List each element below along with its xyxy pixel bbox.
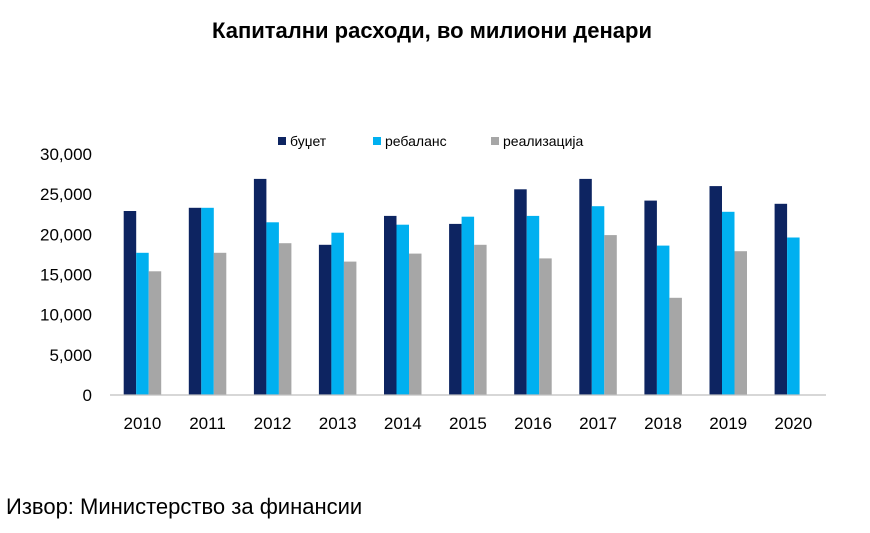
- bar-ребаланс-2011: [201, 207, 214, 395]
- bar-ребаланс-2014: [396, 224, 409, 395]
- y-tick-label: 20,000: [40, 225, 92, 244]
- x-tick-label: 2012: [254, 414, 292, 433]
- bar-ребаланс-2012: [266, 222, 279, 395]
- y-tick-label: 25,000: [40, 185, 92, 204]
- chart-title: Капитални расходи, во милиони денари: [212, 18, 652, 43]
- y-tick-label: 5,000: [49, 346, 92, 365]
- bars-group: [123, 178, 800, 395]
- bar-ребаланс-2013: [331, 232, 344, 395]
- bar-реализација-2015: [474, 244, 487, 395]
- x-tick-label: 2018: [644, 414, 682, 433]
- bar-буџет-2010: [123, 211, 137, 395]
- bar-ребаланс-2019: [722, 211, 735, 395]
- y-axis: 0 5,000 10,000 15,000 20,000 25,000 30,000: [40, 145, 92, 405]
- y-tick-label: 0: [83, 386, 92, 405]
- bar-реализација-2018: [669, 297, 682, 395]
- bar-буџет-2011: [188, 207, 202, 395]
- legend-swatch-реализација: [491, 137, 499, 145]
- legend-label: реализација: [503, 133, 584, 149]
- bar-реализација-2013: [343, 261, 357, 395]
- x-tick-label: 2015: [449, 414, 487, 433]
- bar-ребаланс-2016: [526, 215, 540, 395]
- y-tick-label: 30,000: [40, 145, 92, 164]
- x-tick-label: 2013: [319, 414, 357, 433]
- bar-реализација-2010: [148, 271, 162, 395]
- x-tick-label: 2020: [774, 414, 812, 433]
- bar-реализација-2011: [213, 252, 227, 395]
- x-tick-label: 2011: [189, 414, 226, 433]
- bar-буџет-2013: [318, 244, 332, 395]
- bar-реализација-2014: [409, 253, 422, 395]
- x-tick-label: 2014: [384, 414, 422, 433]
- bar-буџет-2018: [644, 200, 657, 395]
- chart-legend: буџет ребаланс реализација: [278, 133, 584, 149]
- legend-label: ребаланс: [385, 133, 447, 149]
- legend-swatch-ребаланс: [373, 137, 381, 145]
- x-tick-label: 2017: [579, 414, 617, 433]
- bar-ребаланс-2010: [136, 252, 149, 395]
- bar-буџет-2016: [514, 189, 527, 395]
- bar-буџет-2015: [449, 223, 462, 395]
- x-tick-label: 2010: [123, 414, 161, 433]
- bar-реализација-2012: [278, 243, 292, 395]
- bar-буџет-2017: [579, 178, 592, 395]
- bar-буџет-2014: [384, 215, 397, 395]
- bar-реализација-2016: [539, 258, 552, 395]
- bar-буџет-2012: [253, 178, 267, 395]
- legend-swatch-буџет: [278, 137, 286, 145]
- y-tick-label: 15,000: [40, 266, 92, 285]
- x-tick-label: 2016: [514, 414, 552, 433]
- bar-ребаланс-2020: [787, 237, 800, 395]
- bar-реализација-2019: [734, 251, 747, 395]
- bar-буџет-2020: [774, 203, 788, 395]
- x-axis: 2010 2011 2012 2013 2014 2015 2016 2017 2018 2019…: [123, 414, 812, 433]
- bar-ребаланс-2018: [656, 245, 670, 395]
- y-tick-label: 10,000: [40, 306, 92, 325]
- x-tick-label: 2019: [709, 414, 747, 433]
- source-note: Извор: Министерство за финансии: [6, 494, 363, 519]
- bar-реализација-2017: [604, 235, 617, 395]
- bar-ребаланс-2017: [591, 206, 605, 395]
- bar-ребаланс-2015: [461, 216, 475, 395]
- bar-буџет-2019: [709, 186, 722, 395]
- legend-label: буџет: [290, 133, 327, 149]
